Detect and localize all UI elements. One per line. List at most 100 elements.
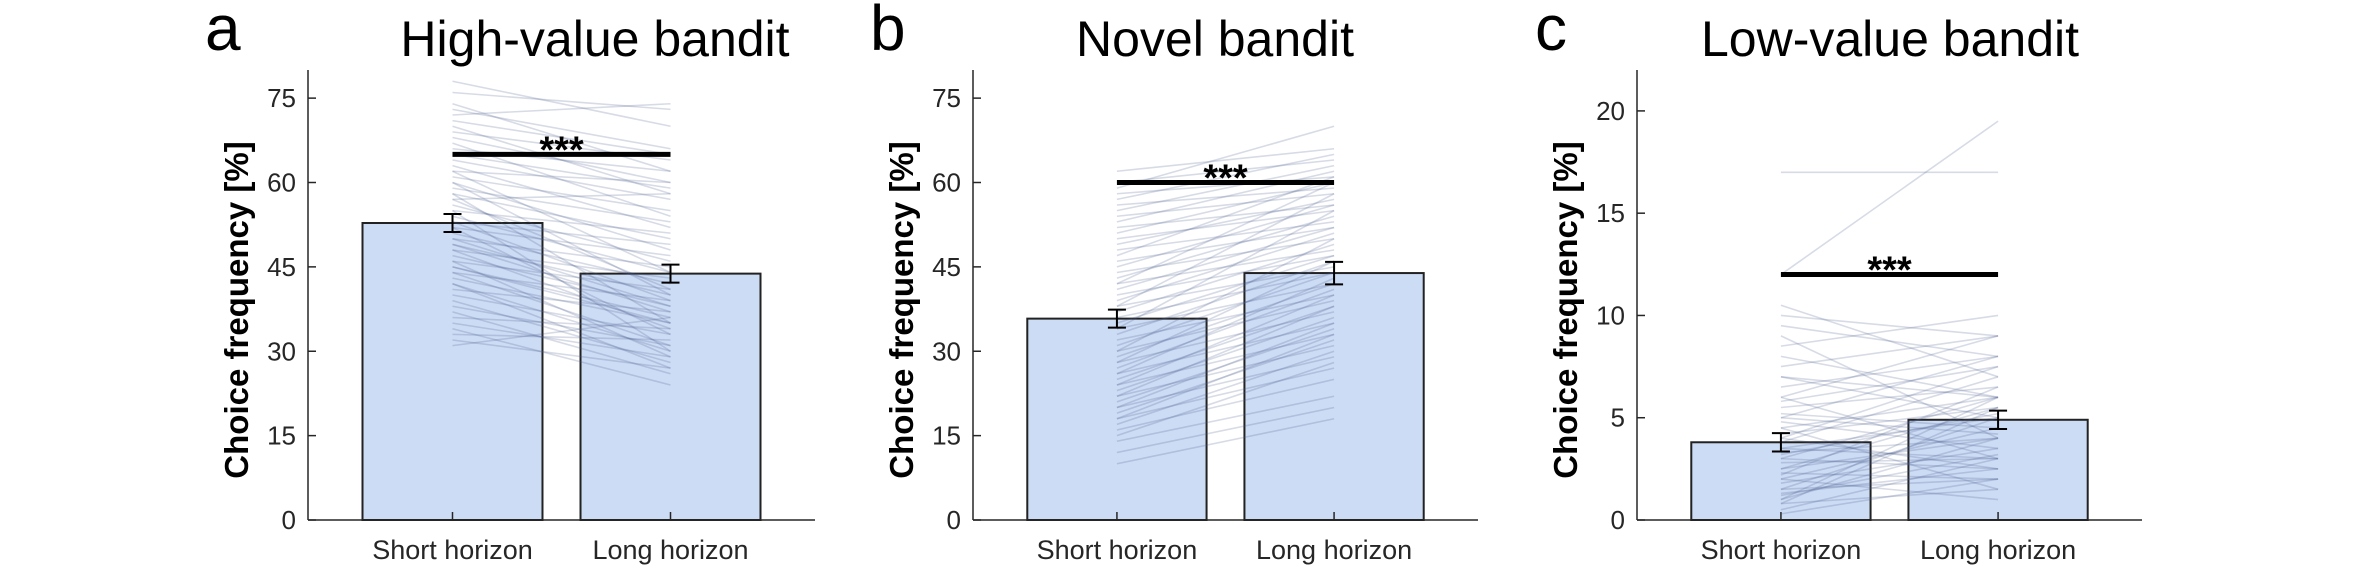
significance-label: *** (539, 129, 584, 171)
y-tick-label: 15 (267, 421, 296, 451)
subject-line (452, 102, 671, 173)
subject-line (1780, 406, 1999, 505)
subject-line (1780, 437, 1999, 470)
subject-line (1116, 367, 1335, 420)
subject-line (1780, 416, 1999, 435)
subject-line (1116, 159, 1335, 184)
subject-line (1116, 260, 1335, 364)
subject-line (1116, 322, 1335, 375)
subject-line (1116, 333, 1335, 386)
subject-line (1116, 294, 1335, 386)
subject-line (452, 237, 671, 268)
y-tick-label: 20 (1596, 96, 1625, 126)
subject-line (1116, 288, 1335, 369)
panel-title: Novel bandit (1076, 11, 1354, 67)
subject-line (1116, 249, 1335, 285)
significance-label: *** (1867, 250, 1912, 292)
y-tick-label: 30 (267, 336, 296, 366)
error-bar (1771, 432, 1790, 453)
subject-line (452, 254, 671, 308)
subject-line (452, 266, 671, 319)
subject-line (1780, 437, 1999, 454)
subject-line (452, 187, 671, 223)
panel-a: a High-value bandit *** 0 15 30 45 60 75 Short ho… (205, 0, 815, 565)
y-axis-title: Choice frequency [%] (1547, 141, 1584, 478)
subject-line (452, 266, 671, 324)
subject-line (452, 260, 671, 291)
y-tick-label: 45 (932, 252, 961, 282)
x-tick-label: Long horizon (1256, 535, 1412, 565)
subject-line (452, 243, 671, 296)
subject-line (1116, 215, 1335, 279)
subject-line (452, 209, 671, 352)
subject-line (1116, 238, 1335, 352)
subject-line (1780, 355, 1999, 399)
y-tick-label: 75 (267, 83, 296, 113)
subject-line (1780, 472, 1999, 480)
subject-line (1116, 322, 1335, 409)
bar-short-horizon (361, 222, 544, 521)
subject-line (1116, 192, 1335, 218)
subject-line (1780, 324, 1999, 358)
subject-line (1116, 395, 1335, 443)
subject-line (1780, 335, 1999, 439)
subject-line (1116, 204, 1335, 229)
y-tick-label: 15 (932, 421, 961, 451)
subject-line (1780, 376, 1999, 399)
subject-line (452, 260, 671, 358)
subject-line (1116, 198, 1335, 246)
subject-line (452, 108, 671, 150)
subject-line (1116, 237, 1335, 274)
subject-line (452, 294, 671, 336)
subject-line (452, 176, 671, 212)
subject-line (452, 243, 671, 313)
subject-line (452, 271, 671, 347)
subject-line (452, 221, 671, 246)
subject-line (452, 249, 671, 279)
y-tick-label: 15 (1596, 198, 1625, 228)
subject-line (1780, 427, 1999, 491)
subject-line (1116, 406, 1335, 454)
x-tick-label: Long horizon (1920, 535, 2076, 565)
subject-line (1116, 339, 1335, 414)
subject-line (1780, 335, 1999, 399)
subject-line (1780, 447, 1999, 460)
subject-line (1116, 356, 1335, 409)
subject-line (1116, 125, 1335, 189)
subject-line (1780, 437, 1999, 470)
subject-line (1116, 221, 1335, 251)
subject-line (1116, 266, 1335, 308)
subject-line (452, 277, 671, 324)
subject-line (1116, 282, 1335, 358)
panel-b: b Novel bandit *** 0 15 30 45 60 75 Short horizon… (870, 0, 1478, 565)
subject-line (452, 237, 671, 308)
subject-line (1780, 386, 1999, 476)
subject-line (1116, 226, 1335, 291)
y-tick-label: 60 (932, 168, 961, 198)
subject-line (452, 181, 671, 251)
subject-line (1116, 176, 1335, 257)
panel-c: c Low-value bandit *** 0 5 10 15 20 Short horizo… (1535, 0, 2142, 565)
subject-line (452, 249, 671, 330)
subject-line (1116, 294, 1335, 341)
y-tick-label: 5 (1611, 403, 1625, 433)
error-bar (1989, 409, 2008, 430)
subject-line (452, 316, 671, 347)
subject-line (1116, 277, 1335, 375)
subject-line (1116, 299, 1335, 353)
subject-line (1116, 361, 1335, 437)
subject-line (452, 311, 671, 375)
subject-line (452, 305, 671, 347)
subject-line (1116, 226, 1335, 263)
subject-line (1780, 406, 1999, 470)
subject-line (452, 170, 671, 184)
subject-line (1116, 260, 1335, 336)
subject-line (452, 153, 671, 189)
error-bar (1325, 260, 1344, 286)
subject-line (452, 193, 671, 324)
subject-line (452, 125, 671, 195)
subject-line (1780, 468, 1999, 495)
subject-line (452, 170, 671, 274)
subject-line (1116, 232, 1335, 302)
panel-title: High-value bandit (400, 11, 789, 67)
